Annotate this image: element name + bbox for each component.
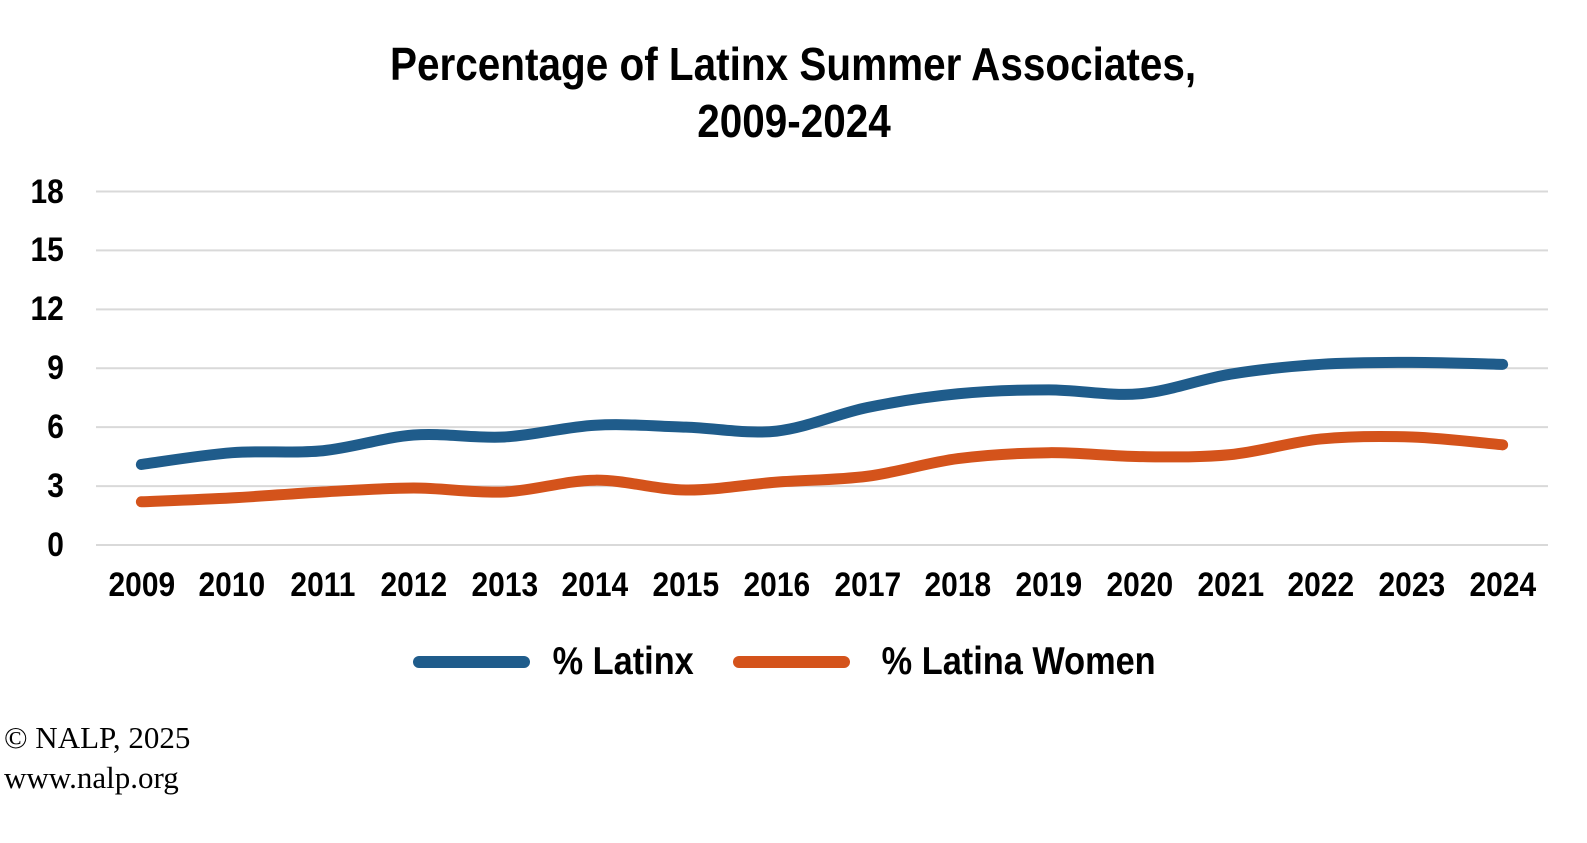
y-axis-label-text: 12 [30,290,64,329]
y-axis-label-0: 0 [0,528,64,562]
x-axis-label-text: 2014 [561,566,629,604]
legend-label-latinx: % Latinx [552,640,694,683]
x-axis-label-2022: 2022 [1266,568,1376,602]
chart-title-line-2: 2009-2024 [696,95,891,147]
x-axis-label-2019: 2019 [994,568,1104,602]
x-axis-label-2009: 2009 [86,568,196,602]
series-line-latina-women [135,430,1509,508]
x-axis-label-2024: 2024 [1448,568,1558,602]
legend-item-latinx: % Latinx [412,640,703,684]
y-axis-label-text: 3 [47,467,64,506]
x-axis-label-text: 2019 [1015,566,1083,604]
x-axis-label-2018: 2018 [903,568,1013,602]
x-axis-label-text: 2022 [1287,566,1355,604]
x-axis-label-text: 2013 [471,566,538,604]
y-axis-label-3: 3 [0,469,64,503]
legend-swatch-latinx [412,656,530,668]
y-axis-label-12: 12 [0,292,64,326]
x-axis-label-2014: 2014 [540,568,650,602]
x-axis-label-text: 2017 [834,566,901,604]
x-axis-label-text: 2016 [743,566,810,604]
x-axis-label-2023: 2023 [1357,568,1467,602]
series-line-latinx [135,356,1509,470]
chart-title: Percentage of Latinx Summer Associates, … [0,36,1587,150]
y-axis-label-6: 6 [0,410,64,444]
x-axis-label-text: 2012 [380,566,447,604]
x-axis-label-2016: 2016 [722,568,832,602]
x-axis-label-text: 2024 [1469,566,1536,604]
x-axis-label-text: 2023 [1378,566,1446,604]
footer: © NALP, 2025 www.nalp.org [4,718,190,798]
legend-item-latina-women: % Latina Women [733,640,1174,684]
y-axis-label-text: 0 [47,526,64,564]
x-axis-label-2015: 2015 [631,568,741,602]
website-text: www.nalp.org [4,760,179,795]
legend: % Latinx % Latina Women [0,640,1587,684]
x-axis-label-2021: 2021 [1175,568,1285,602]
x-axis-label-text: 2010 [198,566,266,604]
x-axis-label-2010: 2010 [177,568,287,602]
x-axis-label-2011: 2011 [268,568,378,602]
y-axis-label-text: 9 [47,349,64,388]
x-axis-label-text: 2009 [108,566,175,604]
x-axis-label-text: 2020 [1106,566,1173,604]
x-axis-label-text: 2011 [290,566,356,604]
x-axis-label-2012: 2012 [359,568,469,602]
x-axis-label-2020: 2020 [1085,568,1195,602]
y-axis-label-9: 9 [0,351,64,385]
y-axis-label-text: 6 [47,408,64,447]
y-axis-label-text: 15 [30,231,64,270]
x-axis-label-2017: 2017 [812,568,922,602]
copyright-text: © NALP, 2025 [4,720,191,755]
chart-title-line-1: Percentage of Latinx Summer Associates, [390,38,1197,90]
y-axis-label-18: 18 [0,175,64,209]
legend-label-latina-women: % Latina Women [881,640,1156,683]
y-axis-label-15: 15 [0,233,64,267]
x-axis-label-text: 2018 [924,566,992,604]
y-axis-label-text: 18 [30,172,64,211]
x-axis-label-2013: 2013 [449,568,559,602]
x-axis-label-text: 2021 [1197,566,1264,604]
legend-swatch-latina-women [733,656,851,668]
x-axis-label-text: 2015 [652,566,720,604]
